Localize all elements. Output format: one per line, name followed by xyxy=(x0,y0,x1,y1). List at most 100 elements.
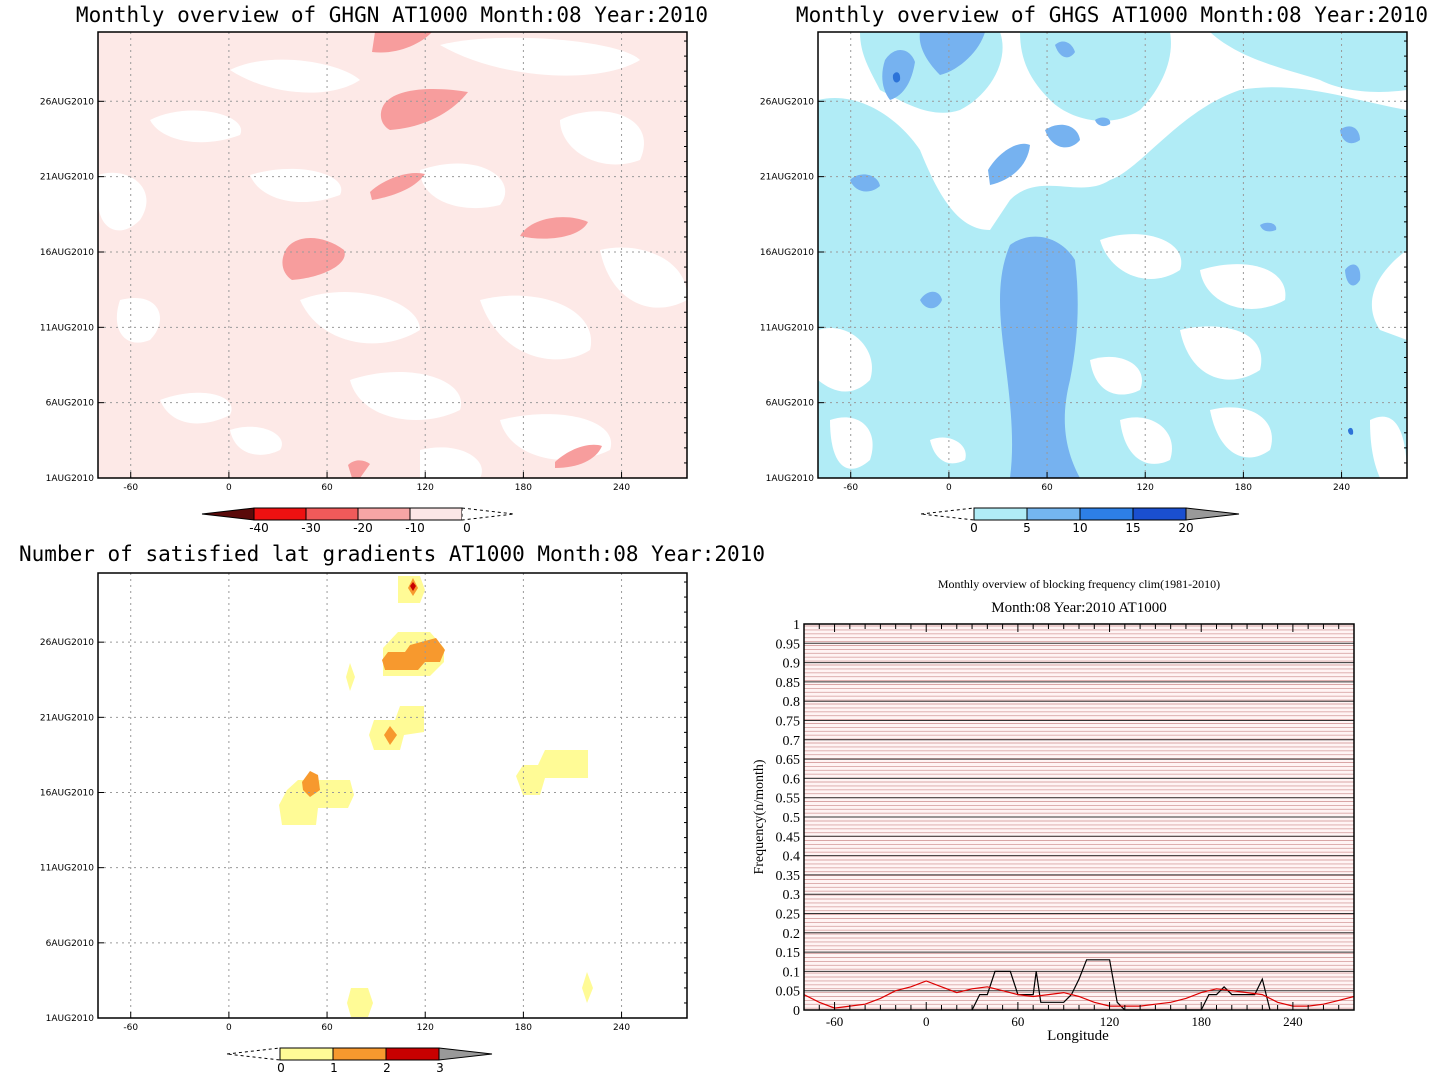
blocking-series xyxy=(803,959,1355,1011)
ghgn-field xyxy=(98,32,687,478)
ghgs-white-patches xyxy=(818,234,1407,478)
y-tick-label: 0.7 xyxy=(783,734,801,749)
date-tick-label: 16AUG2010 xyxy=(40,248,94,258)
blocking-x-axis-label: Longitude xyxy=(1047,1028,1109,1044)
lon-tick-label: 240 xyxy=(613,483,630,493)
series-red-line xyxy=(803,980,1355,1009)
x-tick-label: 180 xyxy=(1191,1014,1211,1029)
date-tick-label: 26AUG2010 xyxy=(760,97,814,107)
colorbar-label: -40 xyxy=(249,521,269,535)
colorbar-label: 2 xyxy=(383,1061,391,1075)
x-tick-label: 60 xyxy=(1011,1014,1024,1029)
x-tick-label: 0 xyxy=(923,1014,930,1029)
ghgs-mid-regions xyxy=(850,32,1361,478)
colorbar-segment xyxy=(305,507,359,521)
ghgn-colorbar: -40 -30 -20 -10 0 xyxy=(201,507,515,535)
y-tick-label: 0.05 xyxy=(776,985,801,1000)
lon-tick-label: 120 xyxy=(417,483,434,493)
colorbar-segment xyxy=(1132,507,1187,521)
ghgn-frame xyxy=(97,31,688,479)
y-tick-label: 0.75 xyxy=(776,715,801,730)
blocking-title: Month:08 Year:2010 AT1000 xyxy=(991,600,1166,616)
colorbar-segment xyxy=(357,507,411,521)
date-tick-label: 26AUG2010 xyxy=(40,638,94,648)
y-tick-label: 0.1 xyxy=(783,965,801,980)
x-tick-label: 240 xyxy=(1283,1014,1303,1029)
colorbar-label: 10 xyxy=(1072,521,1087,535)
lat-gradients-colorbar: 0 1 2 3 xyxy=(226,1047,493,1075)
y-tick-label: 0.6 xyxy=(783,772,801,787)
colorbar-label: -20 xyxy=(353,521,373,535)
series-black-line xyxy=(971,959,1271,1011)
lat-level-three xyxy=(410,582,416,591)
date-tick-label: 11AUG2010 xyxy=(760,323,814,333)
y-tick-label: 1 xyxy=(793,618,800,633)
colorbar-label: -10 xyxy=(405,521,425,535)
ghgs-field xyxy=(818,32,1407,478)
date-tick-label: 21AUG2010 xyxy=(760,173,814,183)
y-tick-label: 0.25 xyxy=(776,908,801,923)
y-tick-label: 0.15 xyxy=(776,946,801,961)
lat-gradients-title: Number of satisfied lat gradients AT1000… xyxy=(19,542,765,566)
y-tick-label: 0.3 xyxy=(783,888,801,903)
y-tick-label: 0.95 xyxy=(776,637,801,652)
colorbar-right-triangle xyxy=(461,507,515,521)
colorbar-left-triangle xyxy=(201,507,255,521)
colorbar-segment xyxy=(385,1047,440,1061)
lon-tick-label: 60 xyxy=(1041,483,1053,493)
colorbar-left-triangle xyxy=(226,1047,281,1061)
lon-tick-label: 240 xyxy=(1333,483,1350,493)
blocking-y-gridlines xyxy=(804,642,1354,992)
y-tick-label: 0.55 xyxy=(776,792,801,807)
date-tick-label: 1AUG2010 xyxy=(46,1014,95,1024)
ghgs-grid xyxy=(818,32,1407,478)
blocking-supertitle: Monthly overview of blocking frequency c… xyxy=(938,577,1220,591)
ghgn-grid xyxy=(98,32,687,478)
date-tick-label: 1AUG2010 xyxy=(766,474,815,484)
y-tick-label: 0.65 xyxy=(776,753,801,768)
ghgn-axes: -60 0 60 120 180 240 1AUG2010 6AUG2010 11AUG2010… xyxy=(40,40,687,493)
panel-lat-gradients: Number of satisfied lat gradients AT1000… xyxy=(19,542,765,1075)
x-tick-label: -60 xyxy=(826,1014,843,1029)
lon-tick-label: 0 xyxy=(946,483,952,493)
y-tick-label: 0.4 xyxy=(783,850,801,865)
colorbar-label: 20 xyxy=(1178,521,1193,535)
lon-tick-label: 0 xyxy=(226,1023,232,1033)
blocking-y-axis-label: Frequency(n/month) xyxy=(752,759,767,874)
date-tick-label: 6AUG2010 xyxy=(46,939,95,949)
colorbar-label: 1 xyxy=(330,1061,338,1075)
ghgn-negative-blobs xyxy=(282,32,602,478)
lat-gradients-frame xyxy=(97,572,688,1019)
y-tick-label: 0.35 xyxy=(776,869,801,884)
date-tick-label: 6AUG2010 xyxy=(46,399,95,409)
ghgn-title: Monthly overview of GHGN AT1000 Month:08… xyxy=(76,3,708,27)
y-tick-label: 0.85 xyxy=(776,676,801,691)
lon-tick-label: 180 xyxy=(515,1023,532,1033)
colorbar-segment xyxy=(1079,507,1134,521)
colorbar-segment xyxy=(1026,507,1081,521)
ghgs-dark-spots xyxy=(892,72,1354,435)
lon-tick-label: 180 xyxy=(515,483,532,493)
lat-gradients-grid xyxy=(98,573,687,1018)
colorbar-segment xyxy=(973,507,1028,521)
blocking-axes: 0 0.05 0.1 0.15 0.2 0.25 0.3 0.35 0.4 0.45 0.5 0.55… xyxy=(776,618,1355,1029)
colorbar-label: 0 xyxy=(277,1061,285,1075)
lon-tick-label: -60 xyxy=(123,1023,138,1033)
y-tick-label: 0 xyxy=(793,1004,800,1019)
lon-tick-label: 120 xyxy=(1137,483,1154,493)
lon-tick-label: 240 xyxy=(613,1023,630,1033)
x-tick-label: 120 xyxy=(1100,1014,1120,1029)
date-tick-label: 26AUG2010 xyxy=(40,97,94,107)
colorbar-segment xyxy=(253,507,307,521)
colorbar-label: 15 xyxy=(1125,521,1140,535)
colorbar-label: 5 xyxy=(1023,521,1031,535)
colorbar-right-triangle xyxy=(438,1047,493,1061)
date-tick-label: 16AUG2010 xyxy=(40,788,94,798)
colorbar-segment xyxy=(332,1047,387,1061)
y-tick-label: 0.2 xyxy=(783,927,801,942)
y-tick-label: 0.45 xyxy=(776,830,801,845)
lon-tick-label: -60 xyxy=(123,483,138,493)
lon-tick-label: 0 xyxy=(226,483,232,493)
y-tick-label: 0.8 xyxy=(783,695,801,710)
